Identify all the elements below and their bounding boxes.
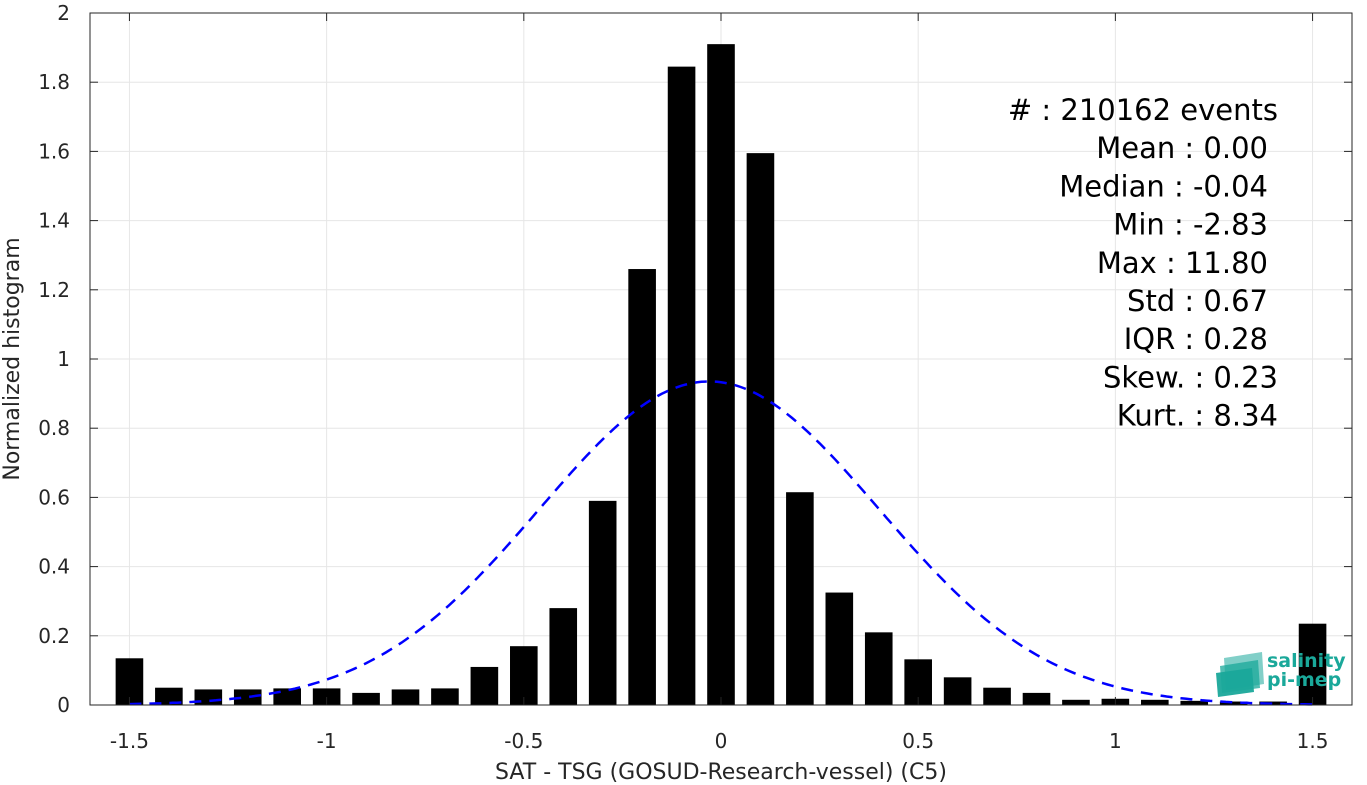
gaussian-fit-curve	[129, 380, 1313, 706]
histogram-bar	[1022, 692, 1051, 705]
histogram-bar	[1180, 700, 1209, 705]
stats-line: Median : -0.04	[1059, 169, 1268, 203]
stats-line: # : 210162 events	[1008, 93, 1278, 127]
y-tick-label: 1.2	[38, 278, 70, 302]
y-tick-label: 2	[57, 1, 70, 25]
logo-text-salinity: salinity	[1267, 650, 1346, 672]
x-axis-label: SAT - TSG (GOSUD-Research-vessel) (C5)	[495, 760, 947, 785]
histogram-bar	[155, 687, 183, 705]
x-tick-label: 1	[1109, 729, 1122, 753]
histogram-bar	[983, 687, 1011, 705]
y-tick-label: 0.4	[38, 555, 70, 579]
histogram-bar	[312, 688, 341, 705]
y-tick-label: 0	[57, 693, 70, 717]
histogram-bar	[786, 492, 814, 705]
stats-line: Kurt. : 8.34	[1117, 399, 1278, 433]
x-tick-label: 1.5	[1297, 729, 1329, 753]
y-axis-label: Normalized histogram	[0, 237, 25, 480]
histogram-bar	[431, 688, 459, 705]
x-tick-label: -1	[317, 729, 337, 753]
histogram-bar	[825, 592, 854, 705]
histogram-bar	[391, 689, 420, 705]
axis-ticks: -1.5 -1 -0.5 0 0.5 1 1.5 0 0.2 0.4 0.6 0.8 1 1.2 1.4 1.…	[38, 1, 1352, 753]
histogram-bar	[470, 666, 499, 705]
histogram-bar	[707, 44, 735, 705]
logo-text-pi-mep: pi-mep	[1267, 669, 1341, 691]
stats-line: IQR : 0.28	[1124, 322, 1268, 356]
histogram-bar	[352, 692, 380, 705]
stats-line: Max : 11.80	[1097, 246, 1268, 280]
y-tick-label: 1.4	[38, 209, 70, 233]
y-tick-label: 1	[57, 347, 70, 371]
histogram-bar	[864, 632, 893, 705]
histogram-bar	[1141, 699, 1169, 705]
histogram-bar	[510, 646, 538, 705]
stats-line: Std : 0.67	[1127, 284, 1268, 318]
stats-line: Skew. : 0.23	[1103, 360, 1278, 394]
histogram-bar	[1298, 623, 1327, 705]
histogram-bar	[746, 153, 775, 705]
histogram-bar	[1062, 699, 1090, 705]
histogram-bar	[588, 500, 617, 705]
histogram-bar	[233, 689, 262, 705]
x-tick-label: 0.5	[902, 729, 934, 753]
x-tick-label: 0	[715, 729, 728, 753]
salinity-pi-mep-logo: salinity pi-mep	[1216, 650, 1346, 697]
y-tick-label: 0.8	[38, 416, 70, 440]
x-tick-label: -0.5	[504, 729, 543, 753]
histogram-bar	[628, 269, 656, 705]
histogram-bar	[1259, 701, 1287, 705]
logo-wave-icon	[1216, 652, 1264, 697]
histogram-bar	[273, 688, 301, 705]
histogram-bar	[549, 608, 578, 705]
y-tick-label: 1.6	[38, 139, 70, 163]
stats-line: Min : -2.83	[1113, 208, 1268, 242]
x-tick-label: -1.5	[110, 729, 149, 753]
stats-line: Mean : 0.00	[1096, 131, 1268, 165]
stats-annotation: # : 210162 events Mean : 0.00 Median : -0.…	[1008, 93, 1278, 433]
y-tick-label: 1.8	[38, 70, 70, 94]
histogram-bar	[1219, 701, 1248, 705]
histogram-bar	[943, 677, 972, 705]
y-tick-label: 0.6	[38, 485, 70, 509]
y-tick-label: 0.2	[38, 624, 70, 648]
histogram-bars	[115, 44, 1327, 705]
